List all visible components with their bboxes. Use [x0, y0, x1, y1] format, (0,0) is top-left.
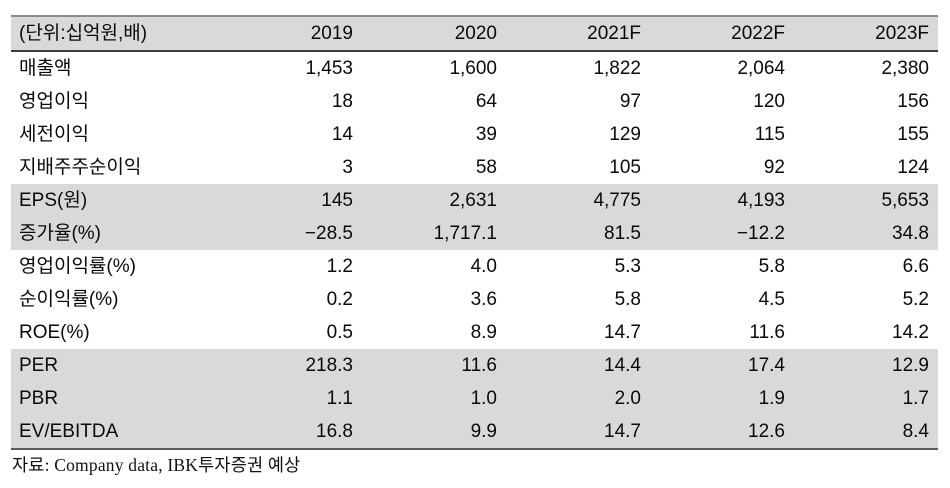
cell-value: 5,653 — [881, 190, 929, 211]
cell-value: 8.9 — [470, 322, 497, 343]
year-column-header: 2020 — [454, 23, 497, 44]
cell-value: 3 — [342, 157, 353, 178]
cell-value: 4.5 — [758, 289, 785, 310]
cell-value: 4,775 — [593, 190, 641, 211]
year-column-header: 2021F — [587, 23, 641, 44]
table-row: EV/EBITDA 16.8 9.9 14.7 12.6 8.4 — [11, 415, 938, 449]
cell-value: 2.0 — [614, 388, 641, 409]
row-label: 매출액 — [19, 58, 72, 79]
table-row: 증가율(%) −28.5 1,717.1 81.5 −12.2 34.8 — [11, 217, 938, 250]
table-row: 순이익률(%) 0.2 3.6 5.8 4.5 5.2 — [11, 283, 938, 316]
year-column-header: 2023F — [875, 23, 929, 44]
cell-value: 0.2 — [326, 289, 353, 310]
row-label: 증가율(%) — [19, 223, 101, 244]
cell-value: 39 — [475, 124, 497, 145]
cell-value: 8.4 — [902, 421, 929, 442]
cell-value: 1,822 — [593, 58, 641, 79]
cell-value: 1.7 — [902, 388, 929, 409]
unit-label: (단위:십억원,배) — [19, 23, 148, 44]
cell-value: 105 — [609, 157, 641, 178]
cell-value: 14.7 — [604, 421, 641, 442]
cell-value: 1.0 — [470, 388, 497, 409]
cell-value: 34.8 — [892, 223, 929, 244]
cell-value: −28.5 — [304, 223, 353, 244]
cell-value: 120 — [753, 91, 785, 112]
cell-value: 14.7 — [604, 322, 641, 343]
table-header-row: (단위:십억원,배) 2019 2020 2021F 2022F 2023F — [11, 16, 938, 51]
cell-value: 5.8 — [614, 289, 641, 310]
cell-value: 4,193 — [737, 190, 785, 211]
source-note: 자료: Company data, IBK투자증권 예상 — [12, 455, 301, 475]
cell-value: 17.4 — [748, 355, 785, 376]
cell-value: 155 — [897, 124, 929, 145]
cell-value: 6.6 — [902, 256, 929, 277]
cell-value: 2,380 — [881, 58, 929, 79]
cell-value: −12.2 — [736, 223, 785, 244]
cell-value: 92 — [763, 157, 785, 178]
row-label: ROE(%) — [19, 322, 90, 343]
table-row: PER 218.3 11.6 14.4 17.4 12.9 — [11, 349, 938, 382]
financial-summary-table: (단위:십억원,배) 2019 2020 2021F 2022F 2023F 매출액 1,… — [11, 15, 938, 450]
row-label: EV/EBITDA — [19, 421, 119, 442]
cell-value: 5.3 — [614, 256, 641, 277]
table-row: 지배주주순이익 3 58 105 92 124 — [11, 151, 938, 184]
table-row: PBR 1.1 1.0 2.0 1.9 1.7 — [11, 382, 938, 415]
table-row: EPS(원) 145 2,631 4,775 4,193 5,653 — [11, 184, 938, 217]
cell-value: 2,631 — [449, 190, 497, 211]
cell-value: 218.3 — [305, 355, 353, 376]
cell-value: 156 — [897, 91, 929, 112]
table-row: ROE(%) 0.5 8.9 14.7 11.6 14.2 — [11, 316, 938, 349]
cell-value: 14.4 — [604, 355, 641, 376]
cell-value: 129 — [609, 124, 641, 145]
cell-value: 81.5 — [604, 223, 641, 244]
year-column-header: 2022F — [731, 23, 785, 44]
cell-value: 3.6 — [470, 289, 497, 310]
cell-value: 1,600 — [449, 58, 497, 79]
cell-value: 0.5 — [326, 322, 353, 343]
row-label: 세전이익 — [19, 124, 89, 145]
cell-value: 64 — [475, 91, 497, 112]
table-row: 영업이익률(%) 1.2 4.0 5.3 5.8 6.6 — [11, 250, 938, 283]
cell-value: 12.9 — [892, 355, 929, 376]
cell-value: 5.2 — [902, 289, 929, 310]
row-label: 영업이익 — [19, 91, 89, 112]
cell-value: 9.9 — [470, 421, 497, 442]
cell-value: 124 — [897, 157, 929, 178]
cell-value: 58 — [475, 157, 497, 178]
cell-value: 97 — [619, 91, 641, 112]
cell-value: 1.9 — [758, 388, 785, 409]
cell-value: 5.8 — [758, 256, 785, 277]
table-row: 세전이익 14 39 129 115 155 — [11, 118, 938, 151]
row-label: EPS(원) — [19, 190, 88, 211]
cell-value: 14 — [331, 124, 353, 145]
cell-value: 11.6 — [749, 322, 785, 343]
cell-value: 1,453 — [305, 58, 353, 79]
cell-value: 1,717.1 — [433, 223, 497, 244]
cell-value: 11.6 — [461, 355, 497, 376]
row-label: PBR — [19, 388, 59, 409]
cell-value: 145 — [321, 190, 353, 211]
cell-value: 115 — [754, 124, 785, 145]
table-row: 매출액 1,453 1,600 1,822 2,064 2,380 — [11, 51, 938, 85]
table-row: 영업이익 18 64 97 120 156 — [11, 85, 938, 118]
row-label: PER — [19, 355, 59, 376]
cell-value: 1.2 — [326, 256, 353, 277]
cell-value: 12.6 — [748, 421, 785, 442]
cell-value: 4.0 — [470, 256, 497, 277]
table-body: 매출액 1,453 1,600 1,822 2,064 2,380 영업이익 18 64 97 12… — [11, 51, 938, 449]
row-label: 순이익률(%) — [19, 289, 119, 310]
year-column-header: 2019 — [310, 23, 353, 44]
cell-value: 14.2 — [892, 322, 929, 343]
row-label: 지배주주순이익 — [19, 157, 142, 178]
row-label: 영업이익률(%) — [19, 256, 136, 277]
cell-value: 16.8 — [316, 421, 353, 442]
cell-value: 1.1 — [326, 388, 353, 409]
cell-value: 2,064 — [737, 58, 785, 79]
cell-value: 18 — [331, 91, 353, 112]
